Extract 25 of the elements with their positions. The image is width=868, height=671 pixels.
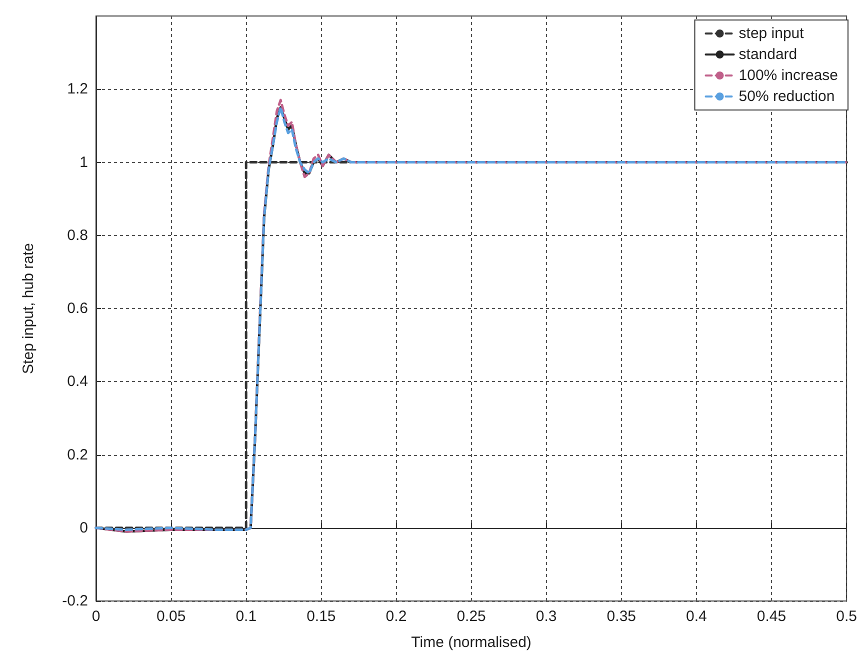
x-tick-label: 0.5 xyxy=(836,608,858,625)
y-tick-label: 0.8 xyxy=(67,226,88,244)
y-tick-label: 0.4 xyxy=(67,373,88,390)
legend-label: step input xyxy=(738,25,805,42)
x-tick-label: 0.25 xyxy=(456,608,486,625)
x-tick-label: 0.45 xyxy=(756,608,786,625)
y-axis-title: Step input, hub rate xyxy=(20,243,37,374)
x-tick-label: 0.1 xyxy=(236,608,257,625)
x-tick-label: 0.4 xyxy=(686,608,707,625)
x-tick-label: 0.3 xyxy=(536,608,557,625)
legend-label: 50% reduction xyxy=(738,88,835,105)
x-tick-label: 0.05 xyxy=(156,608,186,625)
y-tick-label: -0.2 xyxy=(62,592,88,610)
x-tick-label: 0.15 xyxy=(306,608,336,625)
y-tick-label: 1 xyxy=(80,154,88,171)
legend-label: 100% increase xyxy=(738,67,838,84)
y-tick-label: 0 xyxy=(80,519,88,536)
x-tick-label: 0.2 xyxy=(386,608,407,625)
legend-label: standard xyxy=(738,46,798,63)
y-tick-label: 0.2 xyxy=(67,446,88,464)
x-axis-title: Time (normalised) xyxy=(411,634,532,651)
x-tick-label: 0 xyxy=(92,608,100,625)
y-tick-label: 0.6 xyxy=(67,300,88,317)
x-tick-label: 0.35 xyxy=(606,608,636,625)
y-tick-label: 1.2 xyxy=(67,80,88,98)
